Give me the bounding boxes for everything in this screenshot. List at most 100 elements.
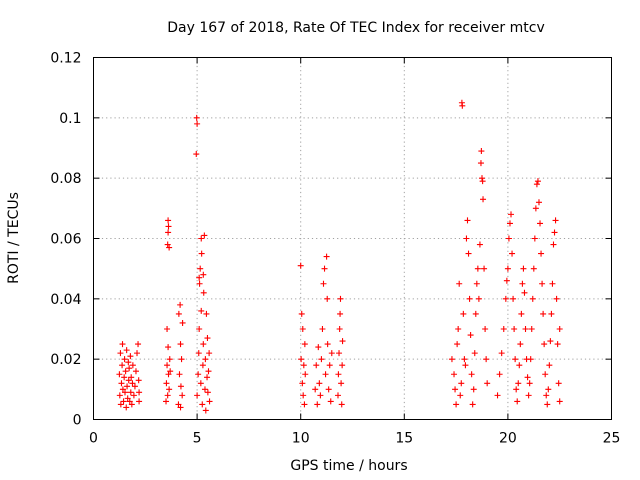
- data-point: [525, 392, 532, 399]
- data-point: [317, 392, 324, 399]
- x-tick-labels: 0 5 10 15 20 25: [89, 431, 620, 447]
- data-point: [312, 386, 319, 393]
- y-tick-label: 0: [73, 413, 82, 429]
- data-point: [498, 350, 505, 357]
- data-point: [456, 280, 463, 287]
- data-point: [545, 386, 552, 393]
- data-point: [121, 389, 128, 396]
- data-point: [453, 401, 460, 408]
- data-point: [327, 398, 334, 405]
- data-point: [128, 374, 135, 381]
- data-point: [502, 295, 509, 302]
- data-point: [337, 295, 344, 302]
- data-point: [516, 362, 523, 369]
- data-point: [322, 371, 329, 378]
- data-point: [165, 229, 172, 236]
- data-point: [177, 383, 184, 390]
- data-point: [548, 310, 555, 317]
- data-point: [135, 341, 142, 348]
- data-point: [334, 392, 341, 399]
- data-point: [546, 362, 553, 369]
- data-point: [468, 371, 475, 378]
- data-point: [463, 235, 470, 242]
- data-point: [194, 120, 201, 127]
- data-point: [202, 356, 209, 363]
- data-point: [532, 205, 539, 212]
- data-point: [135, 377, 142, 384]
- data-point: [321, 265, 328, 272]
- data-point: [298, 356, 305, 363]
- data-point: [509, 250, 516, 257]
- data-point: [529, 295, 536, 302]
- data-point: [522, 326, 529, 332]
- data-point: [318, 356, 325, 363]
- data-point: [512, 356, 519, 363]
- data-point: [165, 371, 172, 378]
- data-point: [203, 310, 210, 317]
- data-point: [121, 374, 128, 381]
- x-axis-label: GPS time / hours: [290, 458, 407, 474]
- data-point: [299, 326, 306, 332]
- data-point: [517, 341, 524, 348]
- data-point: [515, 380, 522, 387]
- data-point: [175, 401, 182, 408]
- data-point: [130, 392, 137, 399]
- data-point: [314, 401, 321, 408]
- data-point: [452, 386, 459, 393]
- data-point: [136, 389, 143, 396]
- data-points: [116, 99, 563, 414]
- data-point: [319, 326, 326, 332]
- data-point: [201, 386, 208, 393]
- data-point: [166, 356, 173, 363]
- data-point: [119, 362, 126, 369]
- data-point: [547, 338, 554, 345]
- data-point: [328, 350, 335, 357]
- data-point: [469, 401, 476, 408]
- data-point: [472, 310, 479, 317]
- data-point: [136, 398, 143, 405]
- data-point: [483, 356, 490, 363]
- data-point: [482, 326, 489, 332]
- data-point: [196, 280, 203, 287]
- data-point: [127, 389, 134, 396]
- data-point: [465, 250, 472, 257]
- data-point: [200, 341, 207, 348]
- data-point: [194, 392, 201, 399]
- data-point: [300, 362, 307, 369]
- data-point: [506, 220, 513, 227]
- data-point: [324, 341, 331, 348]
- data-point: [127, 353, 134, 360]
- data-point: [204, 335, 211, 342]
- data-point: [193, 151, 200, 158]
- data-point: [542, 371, 549, 378]
- data-point: [552, 217, 559, 224]
- data-point: [202, 407, 209, 414]
- data-point: [326, 362, 333, 369]
- data-point: [178, 356, 185, 363]
- data-point: [200, 271, 207, 278]
- data-point: [129, 380, 136, 387]
- data-point: [530, 265, 537, 272]
- data-point: [197, 380, 204, 387]
- data-point: [526, 380, 533, 387]
- data-point: [199, 401, 206, 408]
- data-point: [132, 368, 139, 375]
- data-point: [514, 398, 521, 405]
- data-point: [556, 326, 563, 332]
- data-point: [206, 350, 213, 357]
- data-point: [549, 280, 556, 287]
- data-point: [543, 392, 550, 399]
- data-point: [179, 319, 186, 326]
- data-point: [503, 277, 510, 284]
- data-point: [125, 377, 132, 384]
- data-point: [117, 401, 124, 408]
- data-point: [126, 365, 133, 372]
- data-point: [164, 362, 171, 369]
- data-point: [540, 310, 547, 317]
- data-point: [461, 356, 468, 363]
- y-tick-label: 0.06: [50, 232, 81, 248]
- data-point: [195, 371, 202, 378]
- data-point: [336, 326, 343, 332]
- data-point: [206, 398, 213, 405]
